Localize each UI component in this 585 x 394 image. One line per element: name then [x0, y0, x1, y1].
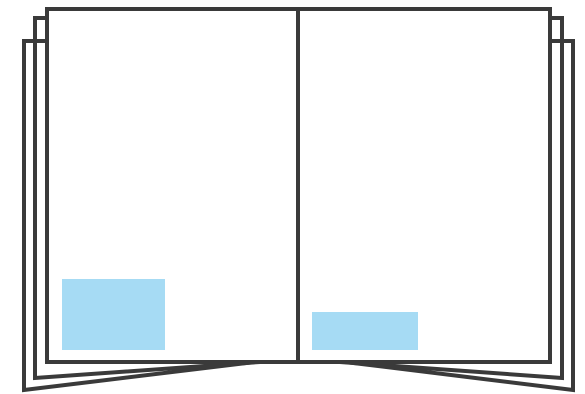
right-page-stack-middle [337, 16, 564, 381]
left-page-highlight-block [62, 279, 165, 350]
right-page [296, 7, 552, 364]
right-page-highlight-block [312, 312, 418, 350]
left-page-stack-middle [33, 16, 263, 381]
